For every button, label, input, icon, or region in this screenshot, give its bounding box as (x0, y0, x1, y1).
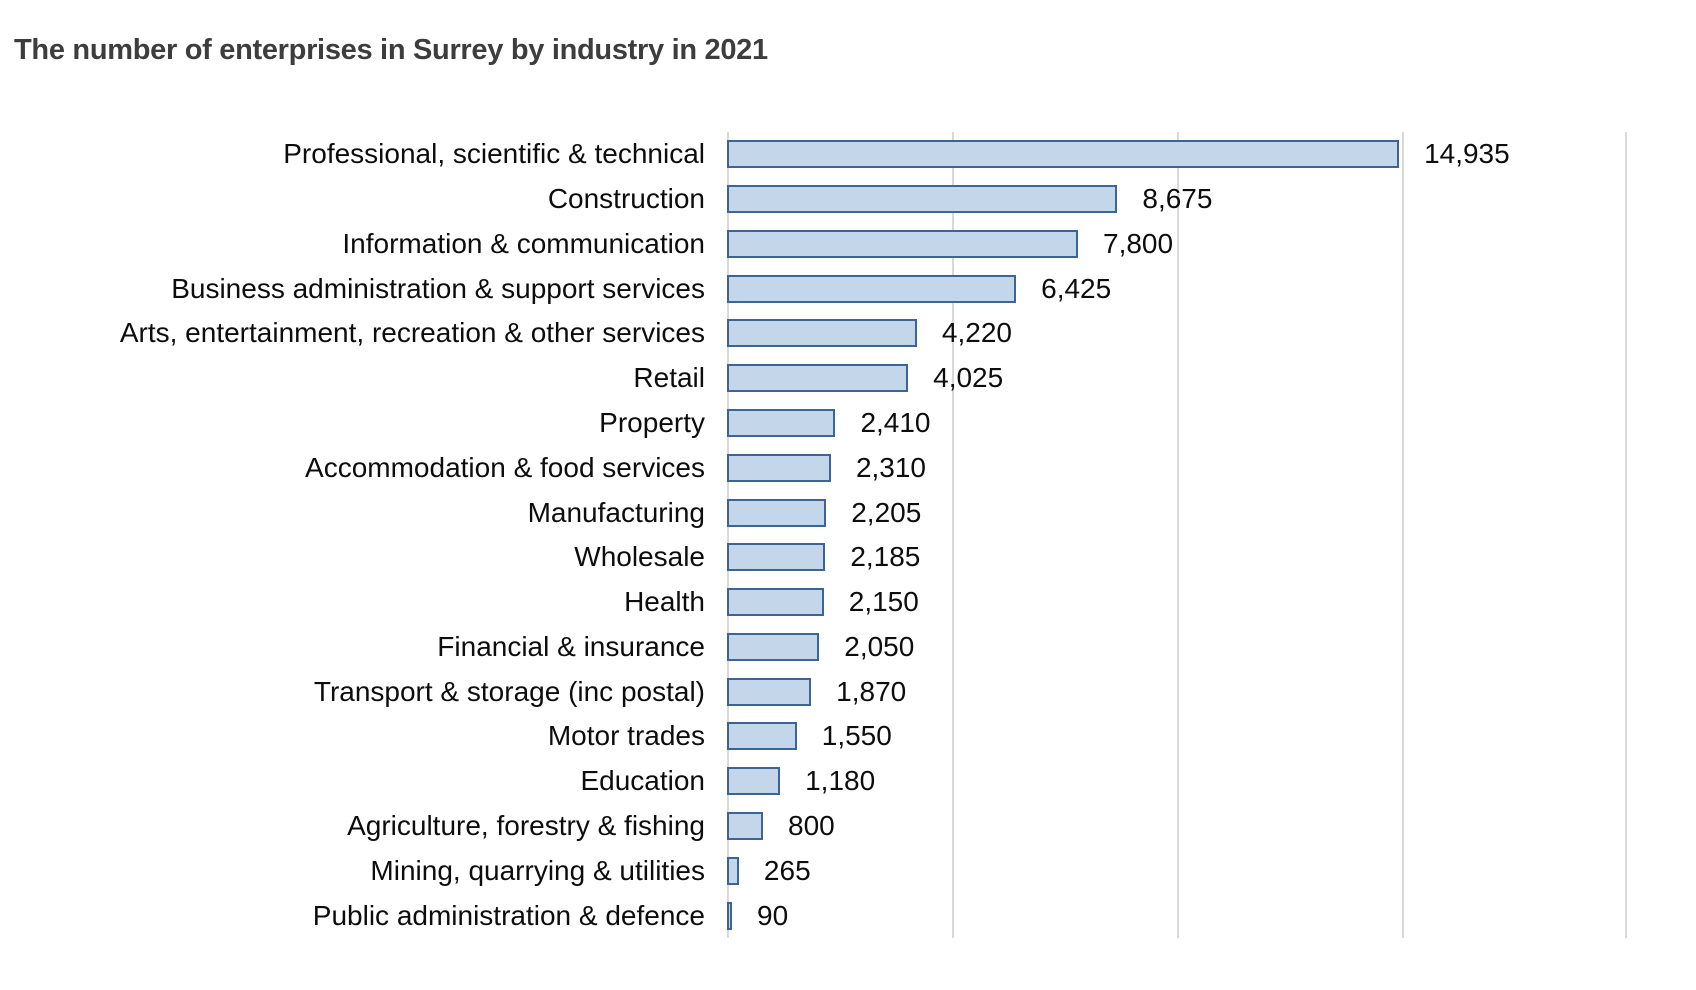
category-label: Business administration & support servic… (171, 272, 705, 304)
bar (727, 453, 831, 482)
chart-row: Property 2,410 (0, 401, 1696, 446)
vertical-gridline (1625, 132, 1627, 938)
value-label: 4,025 (933, 362, 1004, 394)
category-label: Transport & storage (inc postal) (313, 675, 705, 707)
category-label: Manufacturing (527, 496, 705, 528)
chart-row: Public administration & defence 90 (0, 893, 1696, 938)
chart-row: Manufacturing 2,205 (0, 490, 1696, 535)
chart-row: Motor trades 1,550 (0, 714, 1696, 759)
chart-row: Information & communication 7,800 (0, 222, 1696, 267)
category-label: Wholesale (574, 541, 705, 573)
chart-row: Wholesale 2,185 (0, 535, 1696, 580)
bar (727, 274, 1017, 303)
chart-row: Professional, scientific & technical 14,9… (0, 132, 1696, 177)
value-label: 1,870 (836, 675, 907, 707)
bar (727, 319, 917, 348)
value-label: 2,205 (851, 496, 922, 528)
value-label: 7,800 (1103, 227, 1174, 259)
bar (727, 498, 827, 527)
chart-row: Retail 4,025 (0, 356, 1696, 401)
category-label: Accommodation & food services (305, 451, 705, 483)
bar (727, 856, 739, 885)
bar (727, 812, 763, 841)
category-label: Mining, quarrying & utilities (370, 854, 705, 886)
chart-row: Mining, quarrying & utilities 265 (0, 848, 1696, 893)
chart-title: The number of enterprises in Surrey by i… (14, 34, 768, 66)
bar (727, 767, 781, 796)
vertical-gridline (952, 132, 954, 938)
category-label: Health (624, 586, 705, 618)
value-label: 2,310 (855, 451, 927, 483)
bar (727, 543, 826, 572)
value-label: 800 (788, 810, 835, 842)
bar (727, 409, 836, 438)
value-label: 1,180 (805, 765, 876, 797)
chart-row: Construction 8,675 (0, 177, 1696, 222)
category-label: Arts, entertainment, recreation & other … (119, 317, 705, 349)
chart-row: Education 1,180 (0, 759, 1696, 804)
bar (727, 229, 1078, 258)
category-label: Construction (547, 183, 705, 215)
value-label: 265 (763, 854, 811, 886)
bar (727, 185, 1118, 214)
vertical-gridline (1402, 132, 1404, 938)
chart-row: Transport & storage (inc postal) 1,870 (0, 669, 1696, 714)
bar (727, 677, 812, 706)
value-label: 8,675 (1142, 183, 1213, 215)
bar (727, 140, 1400, 169)
plot-area (727, 132, 1627, 938)
category-label: Motor trades (547, 720, 705, 752)
value-label: 90 (757, 899, 789, 931)
chart-row: Agriculture, forestry & fishing 800 (0, 804, 1696, 849)
category-label: Education (580, 765, 705, 797)
vertical-gridline (1177, 132, 1179, 938)
category-label: Property (599, 407, 705, 439)
value-label: 2,150 (848, 586, 919, 618)
value-label: 14,935 (1424, 138, 1510, 170)
category-label: Agriculture, forestry & fishing (347, 810, 705, 842)
bar (727, 901, 732, 930)
chart-row: Business administration & support servic… (0, 266, 1696, 311)
value-label: 2,410 (860, 407, 931, 439)
chart-row: Health 2,150 (0, 580, 1696, 625)
bar (727, 588, 824, 617)
value-label: 4,220 (941, 317, 1012, 349)
category-label: Financial & insurance (437, 630, 705, 662)
y-axis-line (727, 132, 729, 938)
chart-row: Financial & insurance 2,050 (0, 625, 1696, 670)
category-label: Retail (633, 362, 705, 394)
bar (727, 364, 909, 393)
value-label: 6,425 (1041, 272, 1112, 304)
bar (727, 632, 820, 661)
category-label: Public administration & defence (312, 899, 705, 931)
chart-row: Arts, entertainment, recreation & other … (0, 311, 1696, 356)
bar (727, 722, 797, 751)
chart-row: Accommodation & food services 2,310 (0, 445, 1696, 490)
value-label: 2,185 (850, 541, 921, 573)
value-label: 1,550 (821, 720, 892, 752)
value-label: 2,050 (844, 630, 915, 662)
category-label: Information & communication (342, 227, 705, 259)
category-label: Professional, scientific & technical (283, 138, 705, 170)
